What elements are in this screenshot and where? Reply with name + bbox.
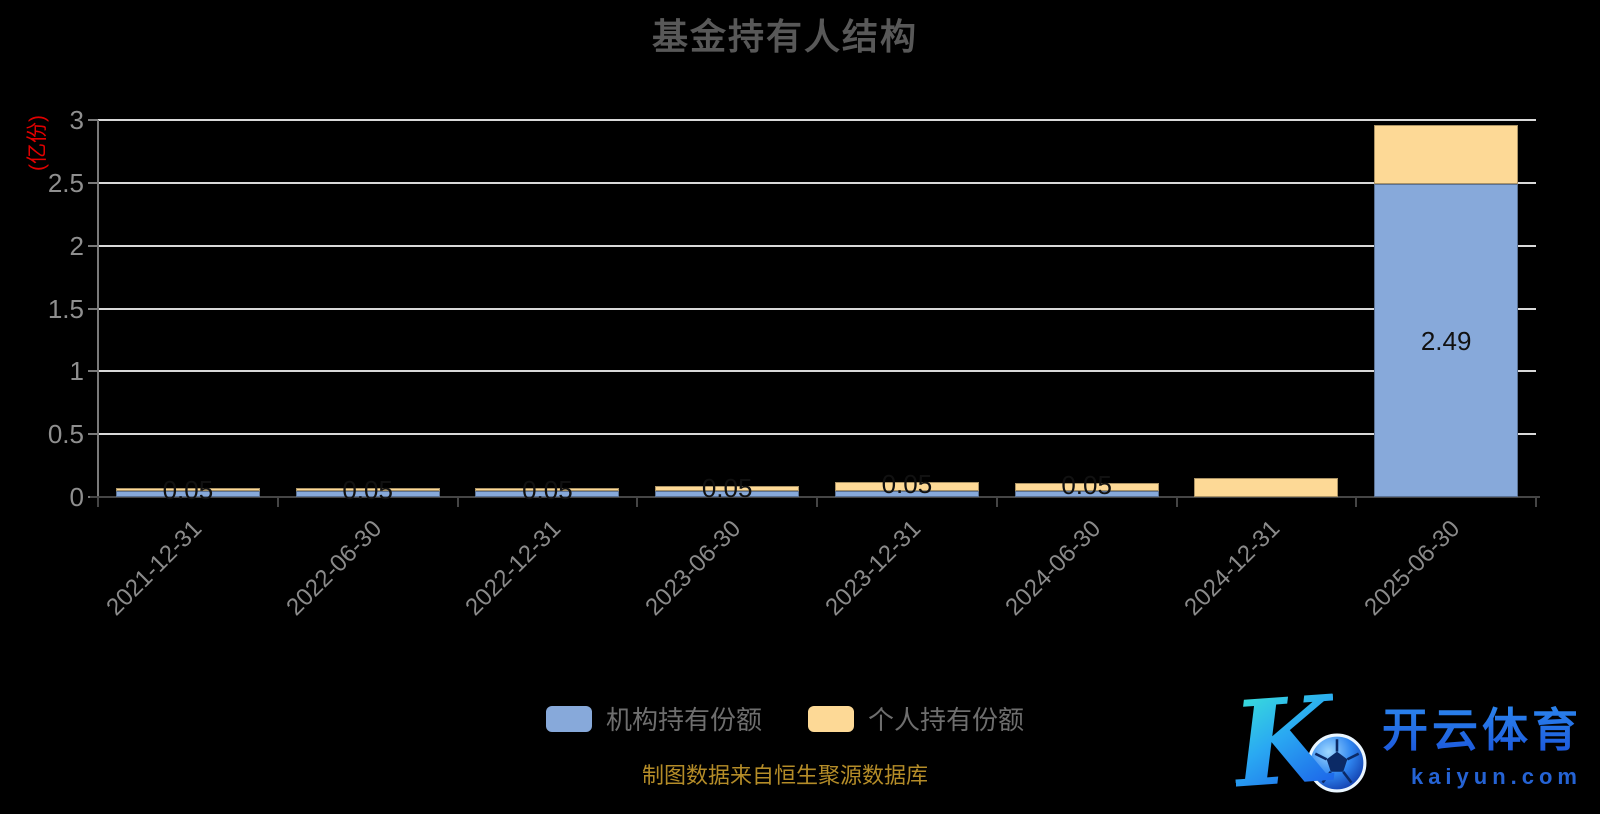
- bar-segment-institution: [475, 491, 620, 497]
- legend-item[interactable]: 机构持有份额: [545, 700, 762, 737]
- y-axis-tick: [88, 181, 98, 184]
- bar-segment-individual: [475, 488, 620, 491]
- x-axis-tick-label: 2023-12-31: [820, 515, 927, 622]
- x-axis-tick: [276, 498, 279, 507]
- bar-value-label: 0.05: [522, 475, 573, 505]
- kaiyun-domain-text: kaiyun.com: [1410, 764, 1582, 789]
- legend-label: 机构持有份额: [605, 705, 762, 735]
- y-axis-tick-label: 2.5: [47, 167, 84, 198]
- x-axis-tick: [1355, 498, 1358, 507]
- bar-segment-individual: [1194, 478, 1339, 497]
- bar-value-label: 2.49: [1420, 325, 1472, 356]
- bar-segment-individual: [115, 488, 260, 491]
- y-axis-tick-label: 1.5: [47, 293, 84, 324]
- bar-value-label: 0.05: [701, 473, 753, 503]
- bar-segment-institution: [295, 491, 440, 497]
- bar-segment-institution: [655, 491, 800, 497]
- y-axis-tick-label: 0.5: [47, 419, 84, 450]
- bar-value-label: 0.05: [162, 475, 214, 505]
- bar-segment-individual: [295, 488, 440, 491]
- kaiyun-watermark-logo[interactable]: K 开云体育 kaiyun.com: [1228, 668, 1582, 814]
- bar-value-label: 0.05: [881, 469, 933, 499]
- x-axis-tick-label: 2022-06-30: [280, 515, 387, 622]
- legend-swatch-icon: [808, 705, 854, 732]
- y-axis-tick: [88, 370, 98, 373]
- legend-label: 个人持有份额: [868, 705, 1025, 735]
- x-axis-tick: [1175, 498, 1178, 507]
- y-axis-tick: [88, 244, 98, 247]
- x-axis-tick-label: 2021-12-31: [101, 515, 208, 622]
- legend-item[interactable]: 个人持有份额: [808, 700, 1024, 737]
- y-axis-tick-label: 2: [69, 230, 84, 261]
- x-axis-tick: [456, 498, 459, 507]
- bar-segment-institution: [1374, 184, 1519, 497]
- x-axis-tick: [636, 498, 639, 507]
- gridline: [98, 370, 1536, 373]
- y-axis-tick-label: 0: [69, 482, 84, 512]
- soccer-ball-icon: [1307, 733, 1367, 793]
- y-axis-tick: [88, 307, 98, 310]
- kaiyun-k-mark-icon: K: [1228, 668, 1341, 814]
- y-axis-tick-label: 1: [69, 356, 84, 387]
- x-axis-tick-label: 2023-06-30: [640, 515, 747, 622]
- gridline: [98, 119, 1536, 121]
- gridline: [98, 181, 1536, 184]
- x-axis-tick: [995, 498, 998, 507]
- y-axis-tick-label: 3: [69, 105, 84, 135]
- x-axis-tick-label: 2022-12-31: [460, 515, 567, 622]
- gridline: [98, 244, 1536, 247]
- x-axis-tick: [97, 498, 99, 507]
- gridline: [98, 307, 1536, 310]
- kaiyun-brand-text: 开云体育: [1382, 694, 1582, 760]
- bar-value-label: 0.05: [342, 475, 393, 505]
- legend-swatch-icon: [545, 705, 592, 732]
- bar-value-label: 0.05: [1061, 470, 1112, 500]
- x-axis-tick: [816, 498, 818, 507]
- bar-segment-institution: [834, 491, 979, 497]
- gridline: [98, 433, 1536, 436]
- bar-segment-institution: [1014, 491, 1159, 497]
- x-axis-tick-label: 2024-06-30: [999, 515, 1106, 622]
- bar-segment-individual: [834, 482, 979, 491]
- y-axis-tick: [88, 119, 98, 121]
- bar-segment-institution: [115, 491, 260, 497]
- legend: 机构持有份额 个人持有份额: [0, 700, 1570, 737]
- chart-title: 基金持有人结构: [651, 16, 918, 57]
- x-axis-line: [90, 496, 1540, 498]
- bar-segment-individual: [1014, 483, 1159, 491]
- x-axis-tick: [1535, 498, 1537, 507]
- bar-segment-individual: [1374, 125, 1519, 184]
- y-axis-tick: [88, 433, 98, 436]
- bar-segment-individual: [655, 486, 800, 491]
- data-source-note: 制图数据来自恒生聚源数据库: [641, 763, 928, 788]
- y-axis-line: [97, 120, 99, 497]
